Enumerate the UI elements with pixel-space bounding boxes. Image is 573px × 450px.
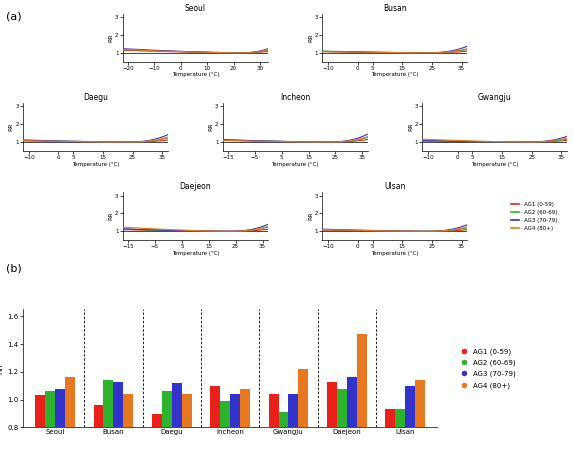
Bar <box>288 394 299 450</box>
Y-axis label: RR: RR <box>9 122 14 131</box>
Y-axis label: RR: RR <box>109 212 113 220</box>
Bar <box>93 405 104 450</box>
Bar <box>55 388 65 450</box>
Title: Daejeon: Daejeon <box>179 182 211 191</box>
Bar <box>240 388 250 450</box>
Bar <box>220 401 230 450</box>
Bar <box>104 380 113 450</box>
Bar <box>210 386 220 450</box>
Title: Incheon: Incheon <box>280 93 310 102</box>
Bar <box>45 392 55 450</box>
Title: Ulsan: Ulsan <box>384 182 406 191</box>
Legend: AG1 (0-59), AG2 (60-69), AG3 (70-79), AG4 (80+): AG1 (0-59), AG2 (60-69), AG3 (70-79), AG… <box>462 348 516 389</box>
X-axis label: Temperature (°C): Temperature (°C) <box>171 72 219 77</box>
X-axis label: Temperature (°C): Temperature (°C) <box>371 251 419 256</box>
Legend: AG1 (0-59), AG2 (60-69), AG3 (70-79), AG4 (80+): AG1 (0-59), AG2 (60-69), AG3 (70-79), AG… <box>511 202 557 231</box>
Bar <box>347 378 357 450</box>
Text: (b): (b) <box>6 263 21 273</box>
Text: (a): (a) <box>6 11 21 21</box>
Bar <box>386 410 395 450</box>
Bar <box>278 412 288 450</box>
Bar <box>182 394 191 450</box>
X-axis label: Temperature (°C): Temperature (°C) <box>371 72 419 77</box>
Bar <box>123 394 134 450</box>
Bar <box>405 386 415 450</box>
Y-axis label: RR: RR <box>109 33 113 42</box>
X-axis label: Temperature (°C): Temperature (°C) <box>171 251 219 256</box>
Bar <box>65 378 75 450</box>
Bar <box>269 394 278 450</box>
X-axis label: Temperature (°C): Temperature (°C) <box>72 162 119 166</box>
Y-axis label: RR: RR <box>0 363 5 374</box>
Bar <box>327 382 337 450</box>
Bar <box>395 410 405 450</box>
Title: Busan: Busan <box>383 4 407 13</box>
Bar <box>162 392 172 450</box>
Bar <box>299 369 308 450</box>
Y-axis label: RR: RR <box>209 122 214 131</box>
Title: Seoul: Seoul <box>185 4 206 13</box>
X-axis label: Temperature (°C): Temperature (°C) <box>471 162 519 166</box>
Bar <box>230 394 240 450</box>
Bar <box>415 380 425 450</box>
Bar <box>337 388 347 450</box>
Title: Gwangju: Gwangju <box>478 93 512 102</box>
X-axis label: Temperature (°C): Temperature (°C) <box>272 162 319 166</box>
Bar <box>113 382 123 450</box>
Bar <box>357 334 367 450</box>
Y-axis label: RR: RR <box>408 122 413 131</box>
Bar <box>35 396 45 450</box>
Y-axis label: RR: RR <box>308 212 313 220</box>
Bar <box>152 414 162 450</box>
Bar <box>172 383 182 450</box>
Y-axis label: RR: RR <box>308 33 313 42</box>
Title: Daegu: Daegu <box>83 93 108 102</box>
